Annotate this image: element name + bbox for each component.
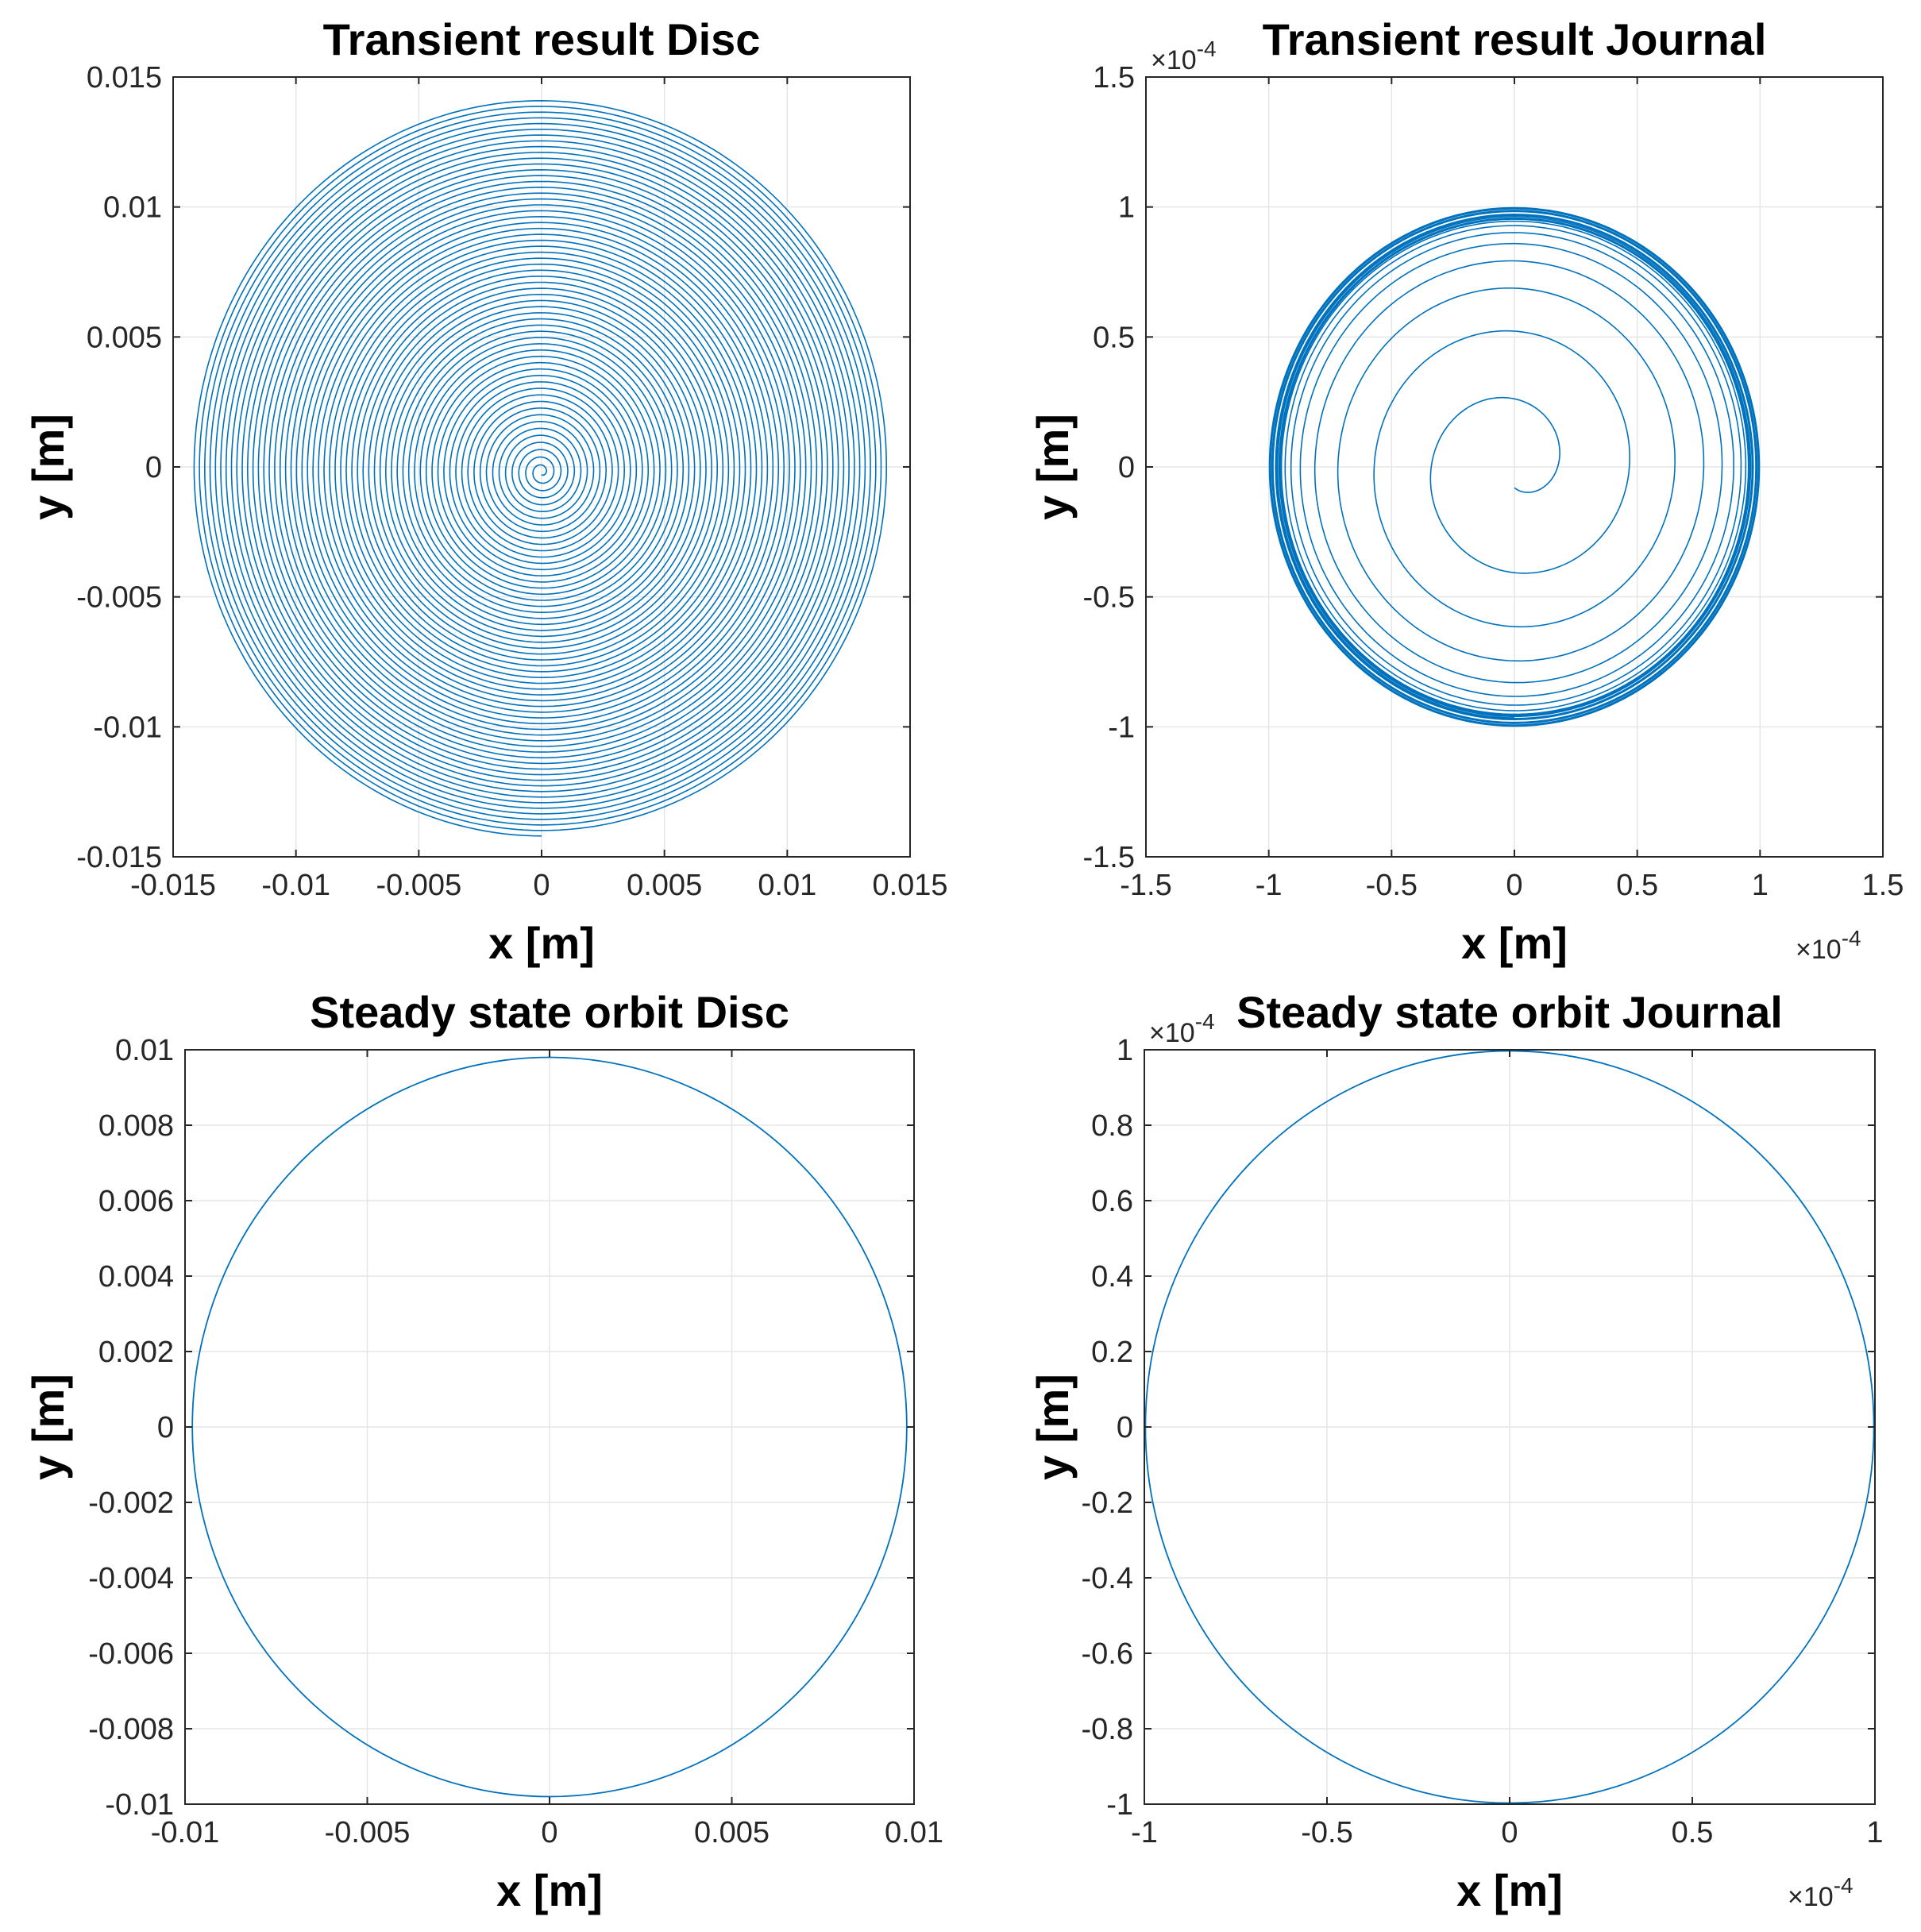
series-ring — [1268, 206, 1761, 727]
y-tick-label: 0.004 — [98, 1260, 174, 1294]
x-tick-label: 0 — [541, 1816, 557, 1849]
y-tick-label: -0.006 — [88, 1637, 174, 1671]
chart-transient-disc: -0.015 -0.01 -0.005 0 0.005 0.01 0.015 -0.015 -0… — [23, 14, 948, 968]
y-tick-label: -0.8 — [1082, 1713, 1133, 1746]
chart-transient-journal: -1.5 -1 -0.5 0 0.5 1 1.5 -1.5 -1 -0.5 0 0.5 1 1.5 Tran… — [1028, 14, 1904, 968]
y-tick-label: 0.6 — [1091, 1185, 1133, 1218]
y-tick-label: 0.008 — [98, 1109, 174, 1143]
y-exponent-base: ×10 — [1151, 45, 1197, 75]
y-tick-label: 0.8 — [1091, 1109, 1133, 1143]
series-line-orbit — [191, 1056, 908, 1798]
x-axis-label: x [m] — [1456, 1865, 1563, 1915]
y-tick-label: -0.002 — [88, 1487, 174, 1520]
y-tick-label: 1 — [1117, 1034, 1133, 1067]
chart-steady-disc: -0.01 -0.005 0 0.005 0.01 -0.01 -0.008 -0.006 -0… — [23, 987, 943, 1915]
chart-title: Transient result Disc — [323, 14, 761, 64]
y-tick-label: -0.5 — [1083, 581, 1135, 615]
y-axis-label: y [m] — [23, 1374, 73, 1480]
x-tick-label: 0 — [1501, 1816, 1518, 1849]
y-tick-label: 1 — [1118, 191, 1135, 225]
y-tick-label: 0 — [157, 1411, 174, 1444]
x-exponent-power: -4 — [1834, 1873, 1853, 1898]
x-tick-label: -0.5 — [1366, 869, 1418, 902]
y-tick-label: -0.004 — [88, 1562, 174, 1595]
x-axis-label: x [m] — [488, 918, 595, 968]
x-exponent-base: ×10 — [1796, 935, 1842, 965]
y-tick-label: -0.008 — [88, 1713, 174, 1746]
y-axis-label: y [m] — [23, 414, 73, 520]
x-tick-label: 0.005 — [627, 869, 702, 902]
x-tick-label: 0.005 — [694, 1816, 770, 1849]
plot-area — [191, 1056, 908, 1798]
x-tick-label: -0.5 — [1301, 1816, 1352, 1849]
x-tick-label: 1 — [1752, 869, 1769, 902]
y-tick-label: -1 — [1108, 711, 1135, 744]
y-tick-label: -1.5 — [1083, 841, 1135, 874]
y-tick-label: 0.002 — [98, 1336, 174, 1369]
y-tick-label: 0.006 — [98, 1185, 174, 1218]
x-tick-label: 0.015 — [872, 869, 947, 902]
y-axis-label: y [m] — [1028, 1374, 1078, 1480]
chart-title: Steady state orbit Disc — [310, 987, 789, 1037]
x-tick-label: -0.005 — [325, 1816, 411, 1849]
y-tick-label: 0.005 — [87, 321, 162, 354]
series-ring — [1275, 213, 1754, 721]
series-line-orbit — [193, 99, 888, 837]
x-exponent-power: -4 — [1842, 926, 1861, 951]
y-tick-label: 0.2 — [1091, 1336, 1133, 1369]
y-tick-label: -0.01 — [105, 1788, 174, 1822]
y-tick-label: 0 — [1118, 451, 1135, 484]
x-axis-label: x [m] — [1461, 918, 1568, 968]
y-tick-label: 0.01 — [103, 191, 162, 225]
x-tick-label: 0.5 — [1672, 1816, 1714, 1849]
y-tick-label: -0.2 — [1082, 1487, 1133, 1520]
y-tick-label: -0.4 — [1082, 1562, 1133, 1595]
x-tick-label: -0.01 — [261, 869, 330, 902]
chart-steady-journal: -1 -0.5 0 0.5 1 -1 -0.8 -0.6 -0.4 -0.2 0 0.2 0.4 0.6 0… — [1028, 987, 1884, 1915]
x-tick-label: -0.01 — [151, 1816, 220, 1849]
y-exponent-label: ×10-4 — [1149, 1009, 1215, 1048]
x-tick-label: -0.005 — [376, 869, 461, 902]
x-tick-label: -0.015 — [130, 869, 216, 902]
y-tick-label: -0.005 — [76, 581, 162, 615]
x-tick-label: -1 — [1256, 869, 1283, 902]
series-ring — [1279, 217, 1750, 717]
y-tick-label: 0.4 — [1091, 1260, 1133, 1294]
y-tick-label: -0.015 — [76, 841, 162, 874]
y-exponent-label: ×10-4 — [1151, 37, 1217, 75]
y-tick-label: -0.6 — [1082, 1637, 1133, 1671]
x-exponent-label: ×10-4 — [1788, 1873, 1853, 1912]
y-tick-label: 0.015 — [87, 61, 162, 94]
x-tick-label: 1 — [1866, 1816, 1883, 1849]
series-ring — [1271, 210, 1758, 724]
x-tick-label: 0 — [533, 869, 550, 902]
y-tick-label: -1 — [1106, 1788, 1133, 1822]
plot-area — [193, 99, 888, 837]
y-tick-label: 0.5 — [1093, 321, 1135, 354]
y-tick-label: 0 — [145, 451, 162, 484]
chart-title: Transient result Journal — [1263, 14, 1767, 64]
x-tick-label: 1.5 — [1862, 869, 1904, 902]
y-exponent-power: -4 — [1195, 1009, 1215, 1034]
chart-title: Steady state orbit Journal — [1236, 987, 1783, 1037]
x-tick-label: -1.5 — [1120, 869, 1171, 902]
x-tick-label: 0.01 — [758, 869, 816, 902]
x-tick-label: 0 — [1506, 869, 1522, 902]
x-tick-label: 0.01 — [885, 1816, 943, 1849]
x-exponent-label: ×10-4 — [1796, 926, 1861, 965]
x-tick-label: -1 — [1131, 1816, 1158, 1849]
y-tick-label: 1.5 — [1093, 61, 1135, 94]
x-tick-label: 0.5 — [1616, 869, 1658, 902]
y-axis-label: y [m] — [1028, 414, 1078, 520]
x-exponent-base: ×10 — [1788, 1882, 1834, 1912]
y-tick-label: 0 — [1117, 1411, 1133, 1444]
y-tick-label: -0.01 — [93, 711, 162, 744]
y-tick-label: 0.01 — [115, 1034, 174, 1067]
y-exponent-power: -4 — [1197, 37, 1217, 61]
y-exponent-base: ×10 — [1149, 1018, 1195, 1048]
x-axis-label: x [m] — [496, 1865, 603, 1915]
plot-area — [1268, 206, 1761, 727]
